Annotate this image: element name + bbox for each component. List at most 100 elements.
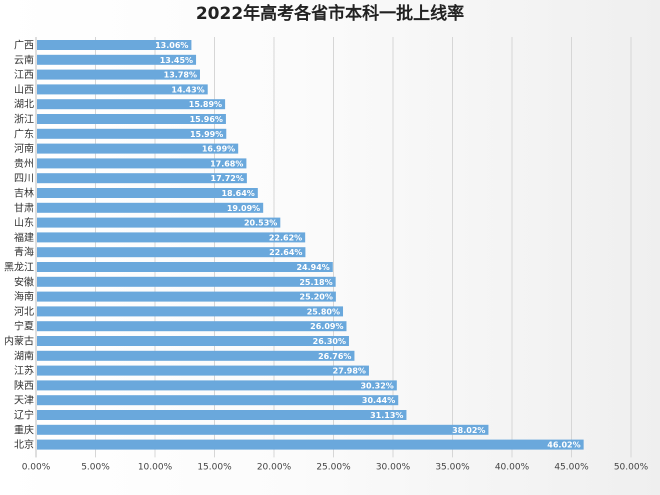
data-label: 38.02%	[452, 426, 485, 435]
category-label: 四川	[14, 174, 34, 185]
category-label: 海南	[14, 290, 34, 303]
bar-12	[37, 202, 264, 213]
data-label: 20.53%	[244, 219, 277, 228]
data-label: 22.64%	[269, 248, 302, 257]
bar-17	[37, 276, 336, 287]
category-label: 甘肃	[14, 201, 34, 214]
bar-27	[37, 424, 489, 435]
data-label: 15.99%	[190, 130, 223, 139]
x-tick-label: 50.00%	[614, 462, 649, 472]
category-label: 安徽	[14, 275, 34, 288]
bar-1	[37, 40, 192, 50]
category-label: 江西	[14, 69, 34, 81]
data-label: 30.32%	[360, 381, 393, 390]
x-tick-label: 40.00%	[495, 462, 530, 472]
bar-6	[37, 114, 226, 124]
bar-24	[37, 380, 397, 391]
data-label: 46.02%	[547, 441, 580, 450]
data-label: 14.43%	[171, 85, 204, 94]
data-label: 26.30%	[313, 337, 346, 346]
category-label: 陕西	[14, 379, 34, 392]
category-label: 湖南	[14, 349, 34, 362]
category-label: 云南	[14, 53, 34, 66]
x-tick-label: 35.00%	[435, 462, 470, 472]
category-label: 吉林	[14, 187, 34, 200]
category-label: 湖北	[14, 99, 34, 111]
x-tick-label: 20.00%	[257, 462, 292, 472]
category-label: 辽宁	[14, 409, 34, 422]
data-label: 19.09%	[227, 204, 260, 213]
bar-25	[37, 395, 399, 406]
category-label: 黑龙江	[4, 261, 34, 274]
x-tick-label: 5.00%	[81, 462, 110, 472]
data-label: 16.99%	[202, 145, 235, 154]
bar-20	[37, 321, 347, 332]
category-label: 重庆	[14, 423, 34, 436]
bar-26	[37, 410, 407, 420]
bar-5	[37, 99, 226, 110]
bar-13	[37, 217, 281, 228]
bar-9	[37, 158, 247, 169]
bar-3	[37, 69, 200, 80]
category-label: 浙江	[14, 114, 34, 126]
data-label: 13.78%	[164, 71, 197, 80]
bar-2	[37, 54, 197, 65]
data-label: 13.06%	[155, 41, 188, 50]
chart-title: 2022年高考各省市本科一批上线率	[196, 3, 464, 24]
x-tick-label: 10.00%	[138, 462, 173, 472]
category-label: 广东	[14, 127, 34, 140]
data-label: 22.62%	[269, 233, 302, 242]
data-label: 27.98%	[333, 367, 366, 376]
bar-11	[37, 188, 258, 198]
x-tick-label: 15.00%	[197, 462, 232, 472]
category-label: 广西	[14, 40, 34, 52]
x-tick-label: 45.00%	[554, 462, 589, 472]
data-label: 17.68%	[210, 159, 243, 168]
data-label: 31.13%	[370, 411, 403, 420]
bar-16	[37, 262, 333, 272]
data-label: 18.64%	[221, 189, 254, 198]
data-label: 24.94%	[296, 263, 329, 272]
data-label: 15.89%	[189, 100, 222, 109]
bar-10	[37, 173, 247, 184]
x-axis-ticks: 0.00% 5.00% 10.00% 15.00% 20.00% 25.00% 30.00%…	[22, 462, 649, 472]
category-label: 河南	[14, 142, 34, 155]
x-tick-label: 25.00%	[316, 462, 351, 472]
category-label: 江苏	[14, 364, 34, 377]
category-label: 福建	[14, 231, 34, 244]
bar-21	[37, 336, 349, 346]
category-label: 北京	[14, 438, 34, 451]
category-label: 山东	[14, 216, 34, 229]
bar-22	[37, 350, 355, 361]
bar-4	[37, 84, 208, 95]
data-label: 15.96%	[190, 115, 223, 124]
data-label: 17.72%	[211, 174, 244, 183]
bar-15	[37, 247, 306, 258]
bar-19	[37, 306, 344, 317]
category-label: 贵州	[14, 157, 34, 170]
data-label: 25.20%	[300, 293, 333, 302]
data-label: 26.09%	[310, 322, 343, 331]
category-label: 天津	[14, 395, 34, 407]
data-label: 26.76%	[318, 352, 351, 361]
bar-23	[37, 365, 369, 376]
bar-7	[37, 128, 227, 139]
category-label: 青海	[14, 246, 34, 259]
data-label: 13.45%	[160, 56, 193, 65]
bar-8	[37, 143, 239, 154]
category-labels: 广西云南江西山西湖北浙江广东河南贵州四川吉林甘肃山东福建青海黑龙江安徽海南河北宁…	[4, 40, 34, 452]
category-label: 宁夏	[14, 320, 34, 333]
data-label: 25.80%	[307, 307, 340, 316]
bar-28	[37, 439, 584, 450]
category-label: 内蒙古	[4, 335, 34, 348]
data-label: 30.44%	[362, 396, 395, 405]
x-tick-label: 0.00%	[22, 462, 51, 472]
bars: 13.06% 13.45% 13.78% 14.43% 15.89% 15.96% 15.9…	[37, 40, 584, 450]
bar-14	[37, 232, 306, 243]
category-label: 河北	[14, 306, 34, 318]
x-tick-label: 30.00%	[376, 462, 411, 472]
data-label: 25.18%	[299, 278, 332, 287]
bar-18	[37, 291, 336, 302]
category-label: 山西	[14, 84, 34, 96]
